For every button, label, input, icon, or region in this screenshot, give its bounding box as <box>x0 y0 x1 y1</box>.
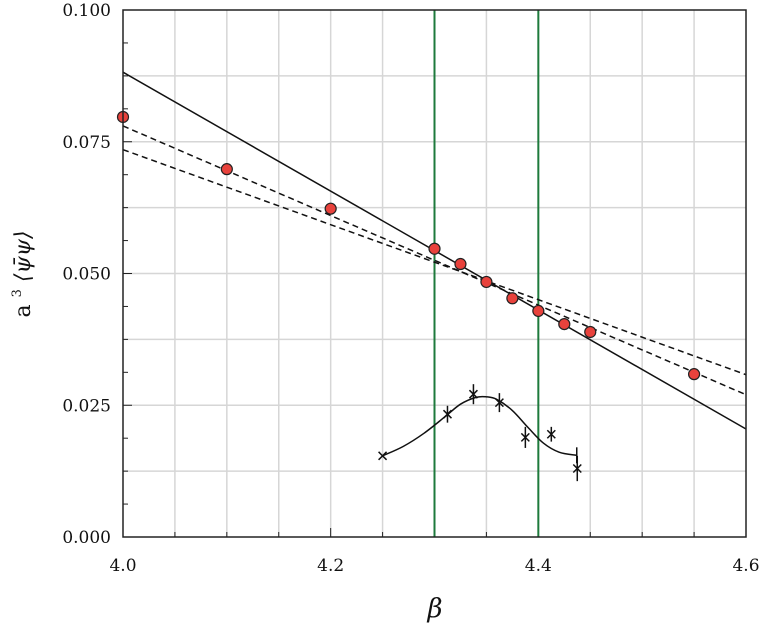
tick-labels: 4.0 4.2 4.4 4.6 0.000 0.025 0.050 0.075 0.100 <box>62 1 759 576</box>
cross-marker <box>520 426 530 448</box>
y-tick-label: 0.100 <box>62 1 111 21</box>
y-tick-label: 0.075 <box>62 133 111 153</box>
data-point <box>584 325 597 339</box>
cross-marker <box>378 451 388 461</box>
cross-marker <box>494 393 504 413</box>
susceptibility-curve <box>382 395 577 457</box>
data-point <box>428 242 441 255</box>
red-data-points <box>116 110 701 381</box>
data-point <box>687 368 701 381</box>
cross-marker <box>468 384 478 405</box>
y-tick-label: 0.000 <box>62 528 111 548</box>
svg-text:a 3 ⟨ψ̄ψ⟩: a 3 ⟨ψ̄ψ⟩ <box>2 230 36 317</box>
y-axis-label-body: ⟨ψ̄ψ⟩ <box>11 230 36 282</box>
x-tick-label: 4.6 <box>732 556 759 576</box>
data-point <box>532 304 545 318</box>
y-axis-label-prefix: a <box>11 304 36 317</box>
cross-markers <box>378 384 582 482</box>
cross-marker <box>442 405 453 423</box>
y-tick-label: 0.050 <box>62 265 111 285</box>
y-axis-label: a 3 ⟨ψ̄ψ⟩ <box>2 230 36 317</box>
data-point <box>506 292 519 305</box>
dashed-fit-line <box>122 148 747 376</box>
data-point <box>558 317 571 331</box>
cross-stroke <box>378 451 388 461</box>
data-point <box>454 257 467 271</box>
cross-marker <box>546 426 556 442</box>
susceptibility-curve-group <box>382 395 578 464</box>
plot-frame <box>122 9 747 538</box>
x-tick-label: 4.0 <box>109 556 136 576</box>
vertical-lines <box>433 10 540 537</box>
y-axis-label-exponent: 3 <box>10 289 25 297</box>
plot-border <box>122 9 747 538</box>
x-axis-label: β <box>426 594 442 624</box>
data-point <box>220 163 233 176</box>
x-tick-label: 4.4 <box>525 556 552 576</box>
cross-marker <box>572 455 582 482</box>
data-point <box>480 275 493 289</box>
data-point <box>324 202 337 215</box>
x-tick-label: 4.2 <box>317 556 344 576</box>
y-tick-label: 0.025 <box>62 396 111 416</box>
